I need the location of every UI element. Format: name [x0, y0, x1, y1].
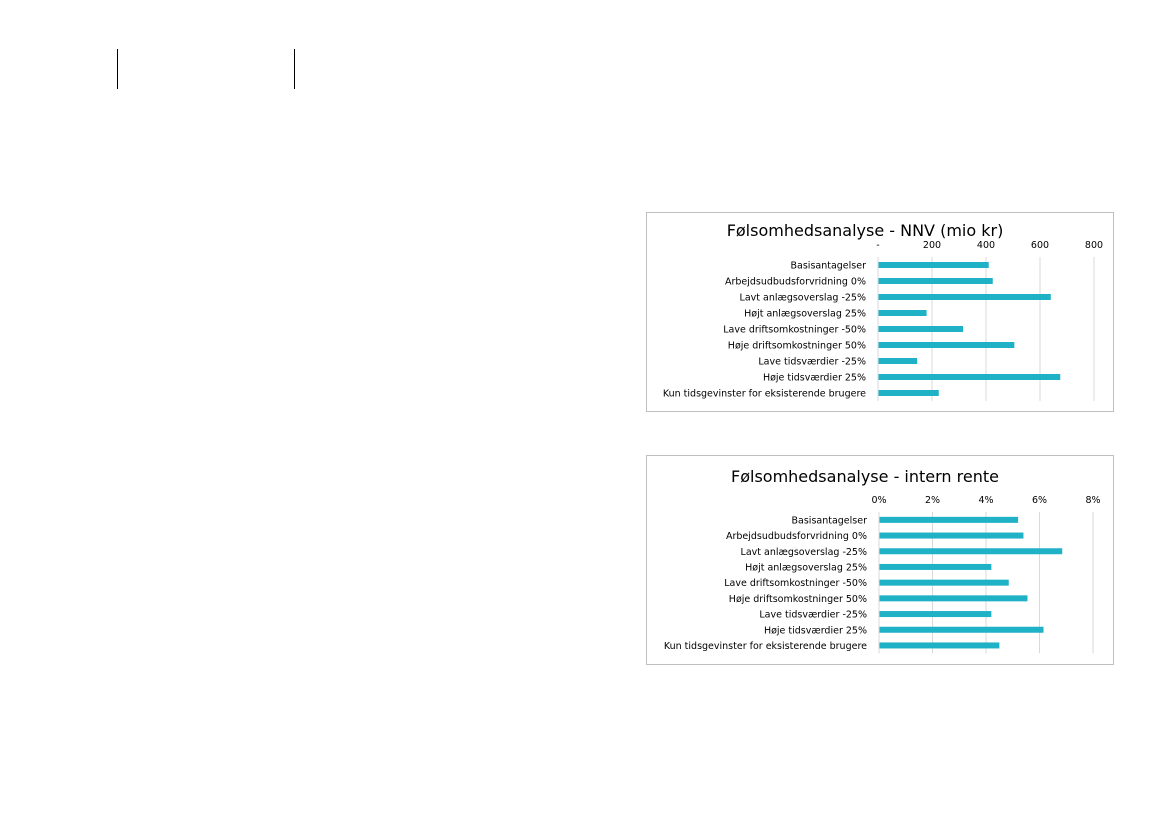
rente-category-label: Høje tidsværdier 25% — [764, 625, 867, 636]
nnv-chart-title: Følsomhedsanalyse - NNV (mio kr) — [727, 221, 1004, 240]
nnv-bar — [878, 342, 1015, 348]
rente-bar — [879, 626, 1044, 633]
nnv-bar — [878, 278, 993, 284]
nnv-bar — [878, 294, 1051, 300]
rente-bar — [879, 548, 1063, 555]
nnv-category-label: Høje driftsomkostninger 50% — [728, 341, 866, 352]
nnv-tick-label: 200 — [923, 240, 941, 251]
rente-bar — [879, 516, 1019, 523]
nnv-bar — [878, 358, 918, 364]
rente-category-label: Højt anlægsoverslag 25% — [745, 562, 867, 573]
rente-category-label: Lave tidsværdier -25% — [759, 610, 867, 621]
rente-category-label: Lave driftsomkostninger -50% — [724, 578, 867, 589]
rente-tick-label: 2% — [925, 495, 940, 506]
rente-category-label: Kun tidsgevinster for eksisterende bruge… — [664, 641, 867, 652]
header-divider-left — [117, 49, 118, 89]
rente-bar — [879, 595, 1028, 602]
rente-bar — [879, 611, 992, 618]
rente-category-label: Lavt anlægsoverslag -25% — [741, 547, 867, 558]
rente-bar — [879, 563, 992, 570]
nnv-category-label: Lave driftsomkostninger -50% — [723, 325, 866, 336]
rente-tick-label: 4% — [978, 495, 993, 506]
nnv-category-label: Lavt anlægsoverslag -25% — [740, 293, 866, 304]
rente-category-label: Basisantagelser — [792, 515, 868, 526]
nnv-tick-label: - — [876, 240, 879, 251]
nnv-bar — [878, 374, 1061, 380]
nnv-bar — [878, 326, 964, 332]
rente-tick-label: 0% — [871, 495, 886, 506]
rente-bar — [879, 532, 1024, 539]
nnv-bar — [878, 310, 927, 316]
nnv-category-label: Basisantagelser — [791, 261, 867, 272]
rente-tick-label: 6% — [1032, 495, 1047, 506]
nnv-tick-label: 400 — [977, 240, 995, 251]
nnv-bar — [878, 262, 989, 268]
nnv-category-label: Lave tidsværdier -25% — [758, 357, 866, 368]
rente-tick-label: 8% — [1085, 495, 1100, 506]
chart-intern-rente-svg: Følsomhedsanalyse - intern rente 0% 2% 4% 6%… — [664, 467, 1101, 654]
rente-category-label: Høje driftsomkostninger 50% — [729, 594, 867, 605]
nnv-category-label: Arbejdsudbudsforvridning 0% — [725, 277, 866, 288]
rente-bar — [879, 579, 1009, 586]
nnv-tick-label: 800 — [1085, 240, 1103, 251]
nnv-bar — [878, 390, 939, 396]
nnv-category-label: Højt anlægsoverslag 25% — [744, 309, 866, 320]
header-divider-right — [294, 49, 295, 89]
rente-bar — [879, 642, 1000, 649]
chart-nnv-svg: Følsomhedsanalyse - NNV (mio kr)- 200 400 6… — [663, 221, 1103, 401]
chart-nnv: Følsomhedsanalyse - NNV (mio kr) - 200 400 6… — [646, 212, 1114, 412]
rente-chart-title: Følsomhedsanalyse - intern rente — [731, 467, 999, 486]
nnv-tick-label: 600 — [1031, 240, 1049, 251]
nnv-category-label: Kun tidsgevinster for eksisterende bruge… — [663, 389, 866, 400]
chart-intern-rente: Følsomhedsanalyse - intern rente 0% 2% 4% 6%… — [646, 455, 1114, 665]
nnv-category-label: Høje tidsværdier 25% — [763, 373, 866, 384]
rente-category-label: Arbejdsudbudsforvridning 0% — [726, 531, 867, 542]
